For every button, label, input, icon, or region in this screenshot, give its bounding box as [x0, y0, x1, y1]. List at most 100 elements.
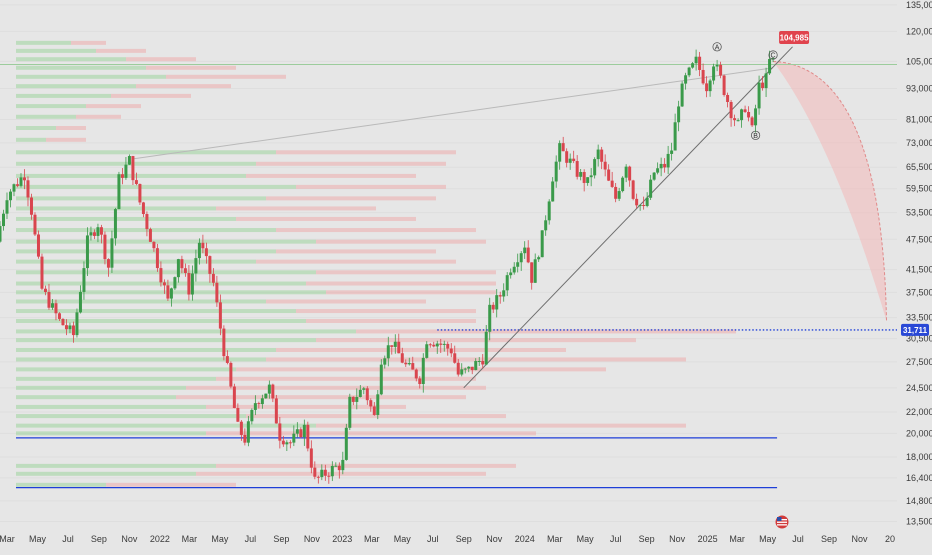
- x-tick-label: May: [211, 534, 229, 544]
- candle-body: [684, 75, 688, 84]
- projection-zone-layer: [773, 60, 888, 322]
- volume-profile-buy-bar: [16, 376, 216, 381]
- candle-body: [649, 179, 653, 198]
- candle-body: [586, 177, 590, 183]
- x-tick-label: Sep: [456, 534, 472, 544]
- candle-body: [208, 256, 212, 274]
- candle-body: [194, 258, 198, 274]
- x-tick-label: Sep: [273, 534, 289, 544]
- volume-profile-buy-bar: [16, 347, 276, 352]
- candle-body: [19, 177, 23, 186]
- x-tick-label: Nov: [304, 534, 321, 544]
- candle-body: [418, 378, 422, 385]
- candle-body: [558, 143, 562, 162]
- volume-profile-buy-bar: [16, 57, 126, 62]
- candle-body: [474, 361, 478, 371]
- volume-profile-sell-bar: [276, 228, 476, 233]
- candle-body: [155, 248, 159, 269]
- candle-body: [124, 164, 128, 178]
- candle-body: [747, 111, 751, 118]
- candle-body: [75, 312, 79, 336]
- volume-profile-sell-bar: [356, 329, 736, 334]
- candle-body: [428, 344, 432, 346]
- volume-profile-sell-bar: [276, 347, 566, 352]
- candle-body: [743, 109, 747, 112]
- candle-body: [582, 172, 586, 183]
- candle-body: [456, 362, 460, 375]
- marker-price-label: 31,711: [903, 326, 928, 335]
- volume-profile-buy-bar: [16, 423, 316, 428]
- candle-body: [362, 388, 366, 390]
- volume-profile-sell-bar: [276, 249, 436, 254]
- candle-body: [635, 198, 639, 206]
- projection-zone: [773, 61, 887, 321]
- x-tick-label: Mar: [0, 534, 15, 544]
- volume-profile-sell-bar: [256, 259, 456, 264]
- volume-profile-buy-bar: [16, 173, 246, 178]
- candle-body: [715, 64, 719, 67]
- us-flag-icon[interactable]: [775, 515, 789, 529]
- x-tick-label: May: [394, 534, 412, 544]
- candle-body: [138, 183, 142, 203]
- volume-profile-buy-bar: [16, 65, 146, 70]
- candle-body: [764, 73, 768, 89]
- candles: [0, 49, 775, 484]
- x-tick-label: May: [29, 534, 47, 544]
- volume-profile-buy-bar: [16, 270, 316, 275]
- volume-profile-buy-bar: [16, 48, 96, 53]
- y-tick-label: 65,500: [906, 162, 932, 172]
- candle-body: [292, 433, 296, 443]
- volume-profile-sell-bar: [196, 471, 486, 476]
- candle-body: [281, 440, 285, 445]
- x-tick-label: Jul: [245, 534, 257, 544]
- candle-body: [502, 290, 506, 297]
- candle-body: [173, 277, 177, 289]
- y-tick-label: 59,500: [906, 184, 932, 194]
- candle-body: [754, 108, 758, 126]
- candle-body: [624, 166, 628, 178]
- candle-body: [351, 396, 355, 402]
- volume-profile-buy-bar: [16, 104, 86, 109]
- candle-body: [334, 465, 338, 467]
- candle-body: [260, 398, 264, 405]
- y-tick-label: 33,500: [906, 313, 932, 323]
- volume-profile-buy-bar: [16, 161, 256, 166]
- volume-profile-sell-bar: [56, 126, 86, 131]
- candle-body: [705, 83, 709, 92]
- y-tick-label: 20,000: [906, 428, 932, 438]
- candle-body: [652, 172, 656, 180]
- volume-profile-buy-bar: [16, 414, 246, 419]
- y-tick-label: 73,000: [906, 138, 932, 148]
- candle-body: [372, 406, 376, 415]
- candle-body: [295, 429, 299, 434]
- candle-body: [638, 205, 642, 207]
- candle-body: [285, 442, 289, 445]
- candle-body: [50, 303, 54, 308]
- candle-body: [232, 386, 236, 408]
- candle-body: [544, 220, 548, 231]
- volume-profile-buy-bar: [16, 299, 266, 304]
- candle-body: [92, 232, 96, 236]
- candle-body: [278, 423, 282, 441]
- candle-body: [215, 282, 219, 303]
- candle-body: [593, 159, 597, 176]
- volume-profile-sell-bar: [96, 48, 146, 53]
- candle-body: [330, 465, 334, 477]
- volume-profile-sell-bar: [111, 93, 191, 98]
- candle-body: [299, 429, 303, 438]
- x-tick-label: Nov: [669, 534, 686, 544]
- projection-zone-edge: [773, 60, 888, 322]
- volume-profile-buy-bar: [16, 216, 236, 221]
- volume-profile-buy-bar: [16, 367, 236, 372]
- volume-profile-sell-bar: [266, 299, 426, 304]
- candle-body: [47, 292, 51, 308]
- volume-profile-buy-bar: [16, 259, 256, 264]
- price-tags: 104,985 31,711: [779, 30, 929, 336]
- candle-body: [656, 168, 660, 173]
- candle-body: [614, 186, 618, 199]
- candle-body: [484, 331, 488, 365]
- volume-profile-buy-bar: [16, 329, 356, 334]
- volume-profile-sell-bar: [316, 338, 636, 343]
